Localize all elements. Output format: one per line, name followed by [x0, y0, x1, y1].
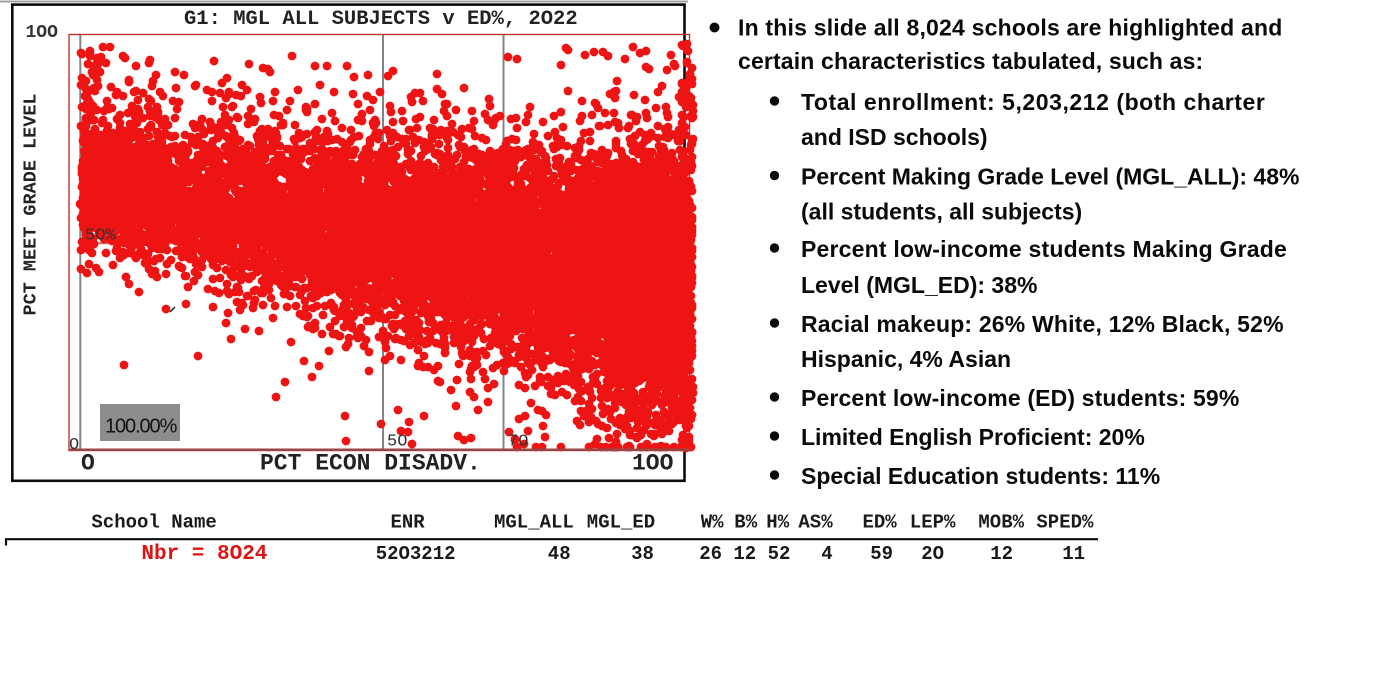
- svg-text:Special Education students: 11: Special Education students: 11%: [801, 463, 1160, 489]
- svg-text:Hispanic, 4% Asian: Hispanic, 4% Asian: [801, 346, 1011, 372]
- svg-text:PCT MEET GRADE LEVEL: PCT MEET GRADE LEVEL: [21, 93, 42, 315]
- svg-text:PCT ECON DISADV.: PCT ECON DISADV.: [260, 451, 481, 477]
- svg-text:SPED%: SPED%: [1036, 512, 1094, 534]
- svg-text:MOB%: MOB%: [978, 512, 1024, 534]
- svg-text:W%: W%: [701, 512, 724, 534]
- svg-text:38: 38: [631, 543, 654, 565]
- svg-text:O: O: [81, 451, 95, 477]
- svg-text:and ISD schools): and ISD schools): [801, 124, 988, 150]
- svg-text:(all students, all subjects): (all students, all subjects): [801, 199, 1082, 225]
- svg-text:School Name: School Name: [91, 512, 216, 534]
- svg-text:Percent Making Grade Level (MG: Percent Making Grade Level (MGL_ALL): 48…: [801, 164, 1299, 190]
- svg-text:5O: 5O: [387, 433, 407, 452]
- svg-text:59: 59: [870, 543, 893, 565]
- svg-text:Total enrollment: 5,203,212 (b: Total enrollment: 5,203,212 (both charte…: [801, 89, 1265, 115]
- svg-text:Percent low-income students Ma: Percent low-income students Making Grade: [801, 236, 1287, 262]
- svg-text:48: 48: [548, 543, 571, 565]
- svg-text:certain characteristics tabula: certain characteristics tabulated, such …: [738, 48, 1203, 74]
- svg-text:LEP%: LEP%: [910, 512, 956, 534]
- svg-text:1OO: 1OO: [26, 23, 59, 43]
- svg-text:H%: H%: [766, 512, 789, 534]
- svg-text:MGL_ED: MGL_ED: [587, 512, 655, 534]
- svg-text:5O%: 5O%: [85, 227, 116, 246]
- svg-text:12: 12: [990, 543, 1013, 565]
- svg-text:2O: 2O: [921, 543, 944, 565]
- svg-text:52O3212: 52O3212: [376, 543, 456, 565]
- svg-text:7O: 7O: [508, 433, 528, 452]
- svg-text:G1: MGL ALL SUBJECTS v ED%, 2O: G1: MGL ALL SUBJECTS v ED%, 2O22: [184, 8, 578, 31]
- svg-text:Level (MGL_ED): 38%: Level (MGL_ED): 38%: [801, 272, 1037, 298]
- svg-text:ENR: ENR: [391, 512, 426, 534]
- svg-text:26 12 52: 26 12 52: [699, 543, 790, 565]
- svg-text:Percent low-income (ED) studen: Percent low-income (ED) students: 59%: [801, 385, 1239, 411]
- svg-text:Racial makeup: 26% White, 12%: Racial makeup: 26% White, 12% Black, 52%: [801, 311, 1284, 337]
- svg-text:100.00%: 100.00%: [105, 416, 178, 438]
- svg-text:In this slide all 8,024 school: In this slide all 8,024 schools are high…: [738, 15, 1282, 41]
- svg-text:AS%: AS%: [798, 512, 833, 534]
- svg-text:11: 11: [1062, 543, 1085, 565]
- svg-text:4: 4: [821, 543, 832, 565]
- svg-text:O: O: [69, 436, 79, 455]
- svg-text:ED%: ED%: [863, 512, 898, 534]
- svg-text:1OO: 1OO: [632, 451, 673, 477]
- svg-text:Limited English Proficient: 20: Limited English Proficient: 20%: [801, 424, 1145, 450]
- svg-text:MGL_ALL: MGL_ALL: [494, 512, 574, 534]
- svg-text:Nbr = 8O24: Nbr = 8O24: [141, 543, 267, 566]
- svg-text:B%: B%: [734, 512, 757, 534]
